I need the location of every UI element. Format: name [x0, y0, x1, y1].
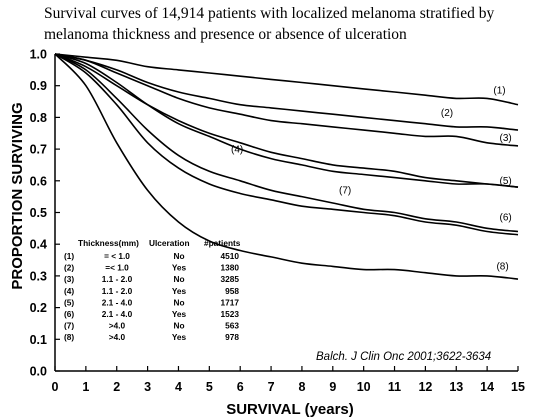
- legend-row-ulceration: No: [173, 321, 184, 331]
- curve-label: (1): [493, 86, 505, 97]
- x-tick-label: 0: [52, 380, 59, 394]
- legend-row-thickness: 1.1 - 2.0: [102, 274, 133, 284]
- legend-header: Ulceration: [149, 238, 190, 248]
- x-tick-label: 3: [144, 380, 151, 394]
- chart-title-line-1: Survival curves of 14,914 patients with …: [44, 5, 495, 22]
- x-tick-label: 2: [113, 380, 120, 394]
- y-tick-label: 0.0: [30, 365, 47, 379]
- y-tick-label: 0.7: [30, 143, 47, 157]
- legend-row-patients: 3285: [221, 274, 240, 284]
- legend-row-thickness: >4.0: [109, 332, 126, 342]
- legend-header: #patients: [204, 238, 241, 248]
- x-axis-label: SURVIVAL (years): [226, 401, 354, 418]
- x-tick-label: 14: [480, 380, 494, 394]
- legend-row-thickness: 2.1 - 4.0: [102, 297, 133, 307]
- survival-curve: [54, 53, 519, 147]
- survival-curve: [54, 53, 519, 188]
- legend-row-ulceration: No: [173, 251, 184, 261]
- x-tick-label: 5: [206, 380, 213, 394]
- y-tick-label: 0.4: [30, 238, 47, 252]
- x-tick-label: 6: [237, 380, 244, 394]
- legend-row-thickness: =< 1.0: [105, 263, 129, 273]
- survival-curve: [54, 53, 519, 233]
- legend-row-patients: 4510: [221, 251, 240, 261]
- legend-row-patients: 1717: [221, 297, 240, 307]
- legend-row-patients: 563: [225, 321, 239, 331]
- legend-row-id: (2): [64, 263, 74, 273]
- legend-row-thickness: 2.1 - 4.0: [102, 309, 133, 319]
- x-tick-label: 13: [449, 380, 463, 394]
- y-tick-label: 1.0: [30, 48, 47, 62]
- legend-row-patients: 978: [225, 332, 239, 342]
- survival-curves: [54, 53, 519, 280]
- x-tick-label: 8: [298, 380, 305, 394]
- y-tick-label: 0.8: [30, 111, 47, 125]
- legend-row-patients: 958: [225, 286, 239, 296]
- legend-row-ulceration: Yes: [172, 309, 187, 319]
- y-ticks: 0.0 0.1 0.2 0.3 0.4 0.5 0.6 0.7 0.8 0.9 1.0: [30, 48, 60, 379]
- y-tick-label: 0.2: [30, 301, 47, 315]
- x-tick-label: 7: [268, 380, 275, 394]
- legend-row-id: (6): [64, 309, 74, 319]
- legend-row-id: (8): [64, 332, 74, 342]
- curve-label: (3): [500, 133, 512, 144]
- curve-label: (7): [339, 185, 351, 196]
- legend-row-thickness: 1.1 - 2.0: [102, 286, 133, 296]
- curve-labels: (1) (2) (3) (4) (5) (6) (7) (8): [231, 86, 512, 273]
- legend-row-id: (1): [64, 251, 74, 261]
- x-ticks: 0 1 2 3 4 5 6 7 8 9 10 11 12 13 14 15: [52, 366, 525, 394]
- legend-row-thickness: = < 1.0: [104, 251, 130, 261]
- curve-label: (2): [441, 108, 453, 119]
- curve-label: (6): [500, 212, 512, 223]
- legend-row-ulceration: No: [173, 274, 184, 284]
- legend-table: Thickness(mm) Ulceration #patients (1) = < 1…: [64, 238, 241, 342]
- x-tick-label: 4: [175, 380, 182, 394]
- x-tick-label: 1: [82, 380, 89, 394]
- legend-row-id: (3): [64, 274, 74, 284]
- citation-annotation: Balch. J Clin Onc 2001;3622-3634: [316, 351, 491, 363]
- y-axis-label: PROPORTION SURVIVING: [9, 102, 26, 289]
- legend-header: Thickness(mm): [78, 238, 139, 248]
- survival-curve: [54, 53, 519, 131]
- x-tick-label: 10: [357, 380, 371, 394]
- curve-label: (8): [496, 262, 508, 273]
- chart-title-line-2: melanoma thickness and presence or absen…: [44, 26, 407, 43]
- legend-row-ulceration: Yes: [172, 263, 187, 273]
- legend-row-patients: 1380: [221, 263, 240, 273]
- legend-row-patients: 1523: [221, 309, 240, 319]
- legend-row-ulceration: No: [173, 297, 184, 307]
- y-tick-label: 0.9: [30, 79, 47, 93]
- legend-row-id: (4): [64, 286, 74, 296]
- survival-curve: [54, 53, 519, 280]
- y-tick-label: 0.5: [30, 206, 47, 220]
- x-tick-label: 12: [418, 380, 432, 394]
- x-tick-label: 11: [388, 380, 401, 394]
- y-tick-label: 0.3: [30, 269, 47, 283]
- survival-curve: [54, 53, 519, 236]
- survival-curve: [54, 53, 519, 106]
- legend-row-thickness: >4.0: [109, 321, 126, 331]
- survival-curve: [54, 53, 519, 188]
- curve-label: (4): [231, 144, 243, 155]
- legend-row-id: (7): [64, 321, 74, 331]
- legend-row-ulceration: Yes: [172, 332, 187, 342]
- y-tick-label: 0.6: [30, 174, 47, 188]
- legend-row-ulceration: Yes: [172, 286, 187, 296]
- y-tick-label: 0.1: [30, 333, 47, 347]
- x-tick-label: 15: [511, 380, 525, 394]
- chart-title: Survival curves of 14,914 patients with …: [44, 3, 524, 45]
- x-tick-label: 9: [329, 380, 336, 394]
- legend-row-id: (5): [64, 297, 74, 307]
- curve-label: (5): [500, 176, 512, 187]
